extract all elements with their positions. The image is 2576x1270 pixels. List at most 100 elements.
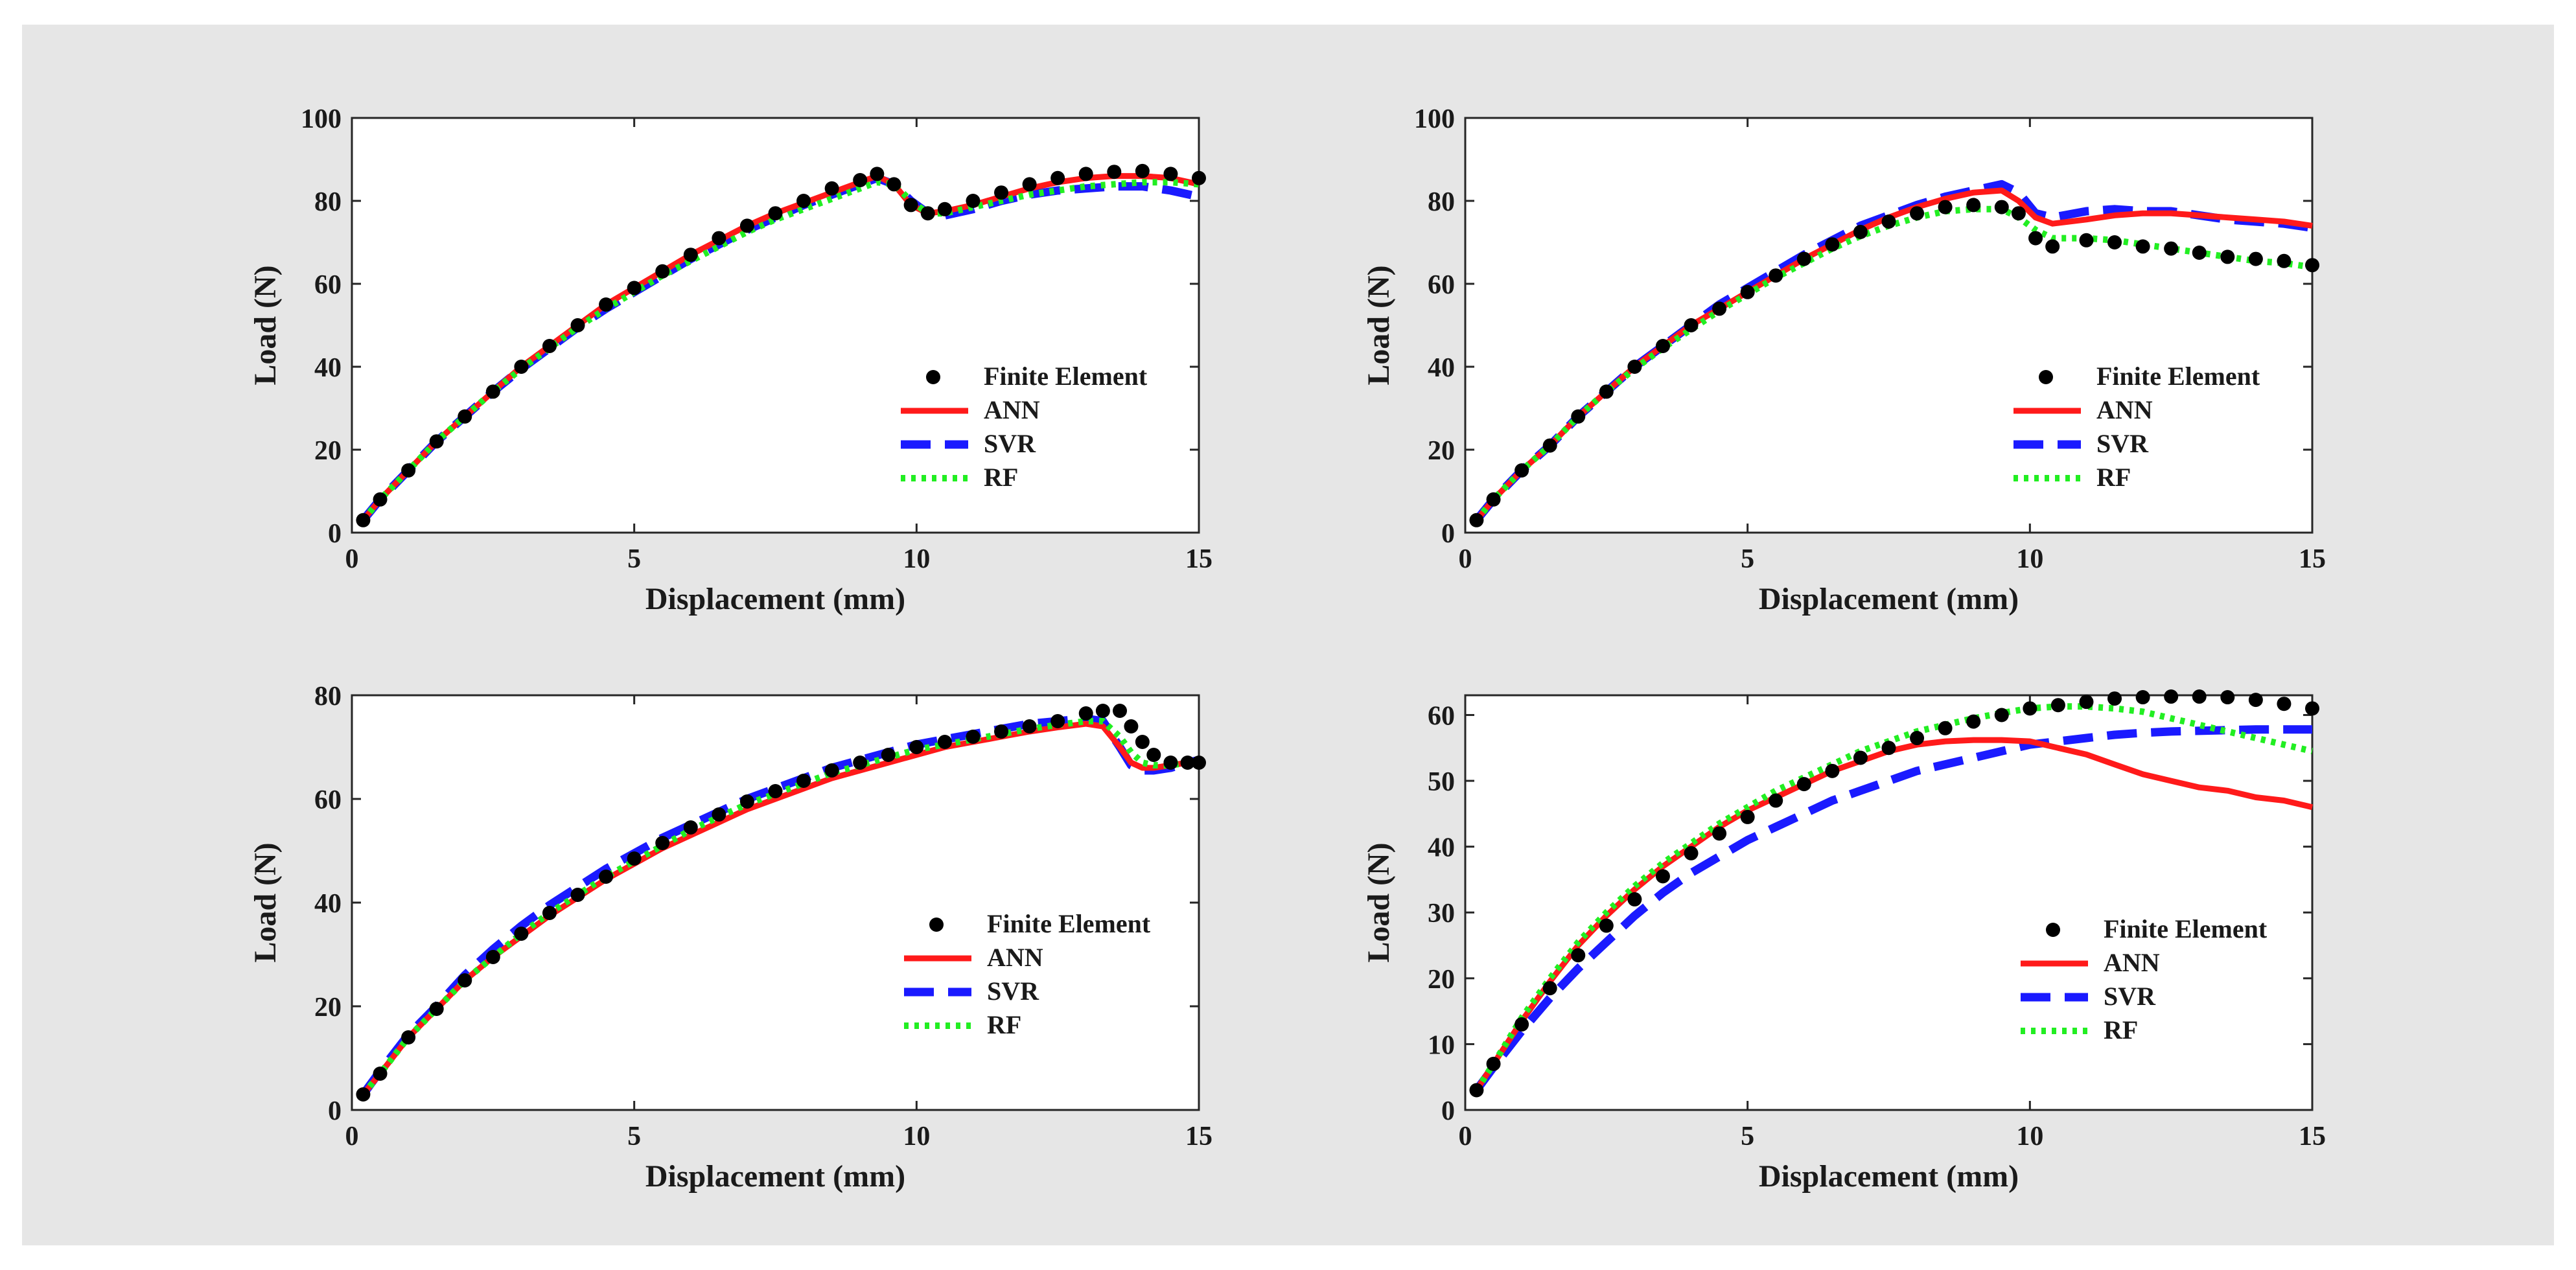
fe-data-point: [739, 218, 754, 233]
fe-data-point: [2277, 697, 2292, 711]
fe-data-point: [1022, 719, 1037, 733]
legend-marker-finite-element: [929, 918, 944, 932]
fe-data-point: [2079, 695, 2094, 710]
x-tick-label: 15: [2299, 544, 2326, 574]
fe-data-point: [627, 281, 642, 295]
fe-data-point: [994, 185, 1009, 200]
fe-data-point: [599, 870, 614, 884]
x-tick-label: 15: [1185, 544, 1213, 574]
y-tick-label: 40: [1428, 353, 1455, 383]
fe-data-point: [2135, 239, 2150, 254]
plot-area: [1464, 694, 2314, 1111]
fe-data-point: [1542, 438, 1557, 453]
fe-data-point: [1769, 268, 1783, 283]
fe-data-point: [2220, 249, 2235, 264]
fe-data-point: [2011, 206, 2026, 221]
y-tick-label: 10: [1428, 1030, 1455, 1060]
fe-data-point: [1571, 948, 1586, 963]
fe-data-point: [514, 360, 529, 374]
y-tick-label: 60: [314, 270, 342, 300]
y-tick-label: 20: [314, 993, 342, 1022]
fe-data-point: [2107, 235, 2122, 249]
fe-data-point: [853, 173, 868, 187]
x-tick-label: 5: [1741, 1122, 1754, 1151]
fe-data-point: [1180, 756, 1195, 770]
y-tick-label: 0: [328, 519, 342, 549]
fe-data-point: [966, 730, 981, 744]
fe-data-point: [1655, 339, 1670, 353]
fe-data-point: [542, 339, 557, 353]
legend-label: SVR: [987, 976, 1039, 1006]
fe-data-point: [1796, 251, 1811, 266]
fe-data-point: [1050, 714, 1065, 728]
fe-data-point: [373, 1067, 388, 1081]
fe-data-point: [1135, 735, 1150, 749]
fe-data-point: [683, 820, 698, 835]
chart-panel-4: 0 5 10 15 0 10 20 30 40 50 60 Displacement (mm) Load…: [1362, 689, 2326, 1194]
fe-data-point: [1192, 756, 1206, 770]
fe-data-point: [458, 409, 472, 424]
fe-data-point: [1994, 200, 2009, 214]
fe-data-point: [1825, 763, 1840, 778]
y-axis-label: Load (N): [248, 842, 283, 962]
series-line-ann: [360, 721, 1200, 1096]
fe-data-point: [1192, 170, 1206, 185]
y-tick-label: 40: [314, 889, 342, 919]
fe-data-point: [542, 906, 557, 920]
y-tick-label: 20: [1428, 436, 1455, 466]
fe-data-point: [920, 206, 935, 221]
x-tick-label: 10: [2016, 1122, 2043, 1151]
x-axis-label: Displacement (mm): [645, 1159, 905, 1194]
fe-data-point: [1966, 198, 1981, 213]
fe-data-point: [1078, 706, 1093, 721]
fe-data-point: [1163, 167, 1178, 181]
fe-data-point: [1163, 756, 1178, 770]
x-tick-label: 5: [627, 544, 641, 574]
fe-data-point: [2050, 698, 2065, 713]
x-tick-label: 0: [345, 1122, 359, 1151]
fe-data-point: [1078, 167, 1093, 181]
fe-data-point: [356, 513, 371, 527]
fe-data-point: [1514, 463, 1529, 478]
y-tick-label: 20: [1428, 965, 1455, 995]
fe-data-point: [1938, 721, 1953, 735]
fe-data-point: [1146, 748, 1161, 762]
y-tick-label: 40: [314, 353, 342, 383]
fe-data-point: [739, 794, 754, 809]
legend-label: ANN: [987, 943, 1043, 972]
fe-data-point: [429, 1002, 444, 1016]
fe-data-point: [1486, 1056, 1501, 1071]
x-tick-label: 0: [1459, 544, 1472, 574]
fe-data-point: [401, 463, 416, 478]
fe-data-point: [2220, 690, 2235, 705]
fe-data-point: [768, 206, 783, 221]
fe-data-point: [1684, 846, 1699, 860]
legend-label: Finite Element: [984, 362, 1148, 391]
legend-label: RF: [984, 463, 1018, 492]
fe-data-point: [1853, 750, 1868, 765]
fe-data-point: [824, 181, 839, 196]
fe-data-point: [1627, 360, 1642, 374]
y-tick-label: 20: [314, 436, 342, 466]
legend-marker-finite-element: [2039, 370, 2053, 384]
fe-data-point: [2305, 258, 2319, 273]
fe-data-point: [2192, 689, 2207, 704]
y-tick-label: 100: [301, 104, 342, 134]
fe-data-point: [2277, 253, 2292, 268]
chart-panel-1: 0 5 10 15 0 20 40 60 80 100 Displacement (mm) Load …: [248, 104, 1213, 616]
fe-data-point: [2107, 691, 2122, 706]
y-axis-label: Load (N): [248, 265, 283, 385]
fe-data-point: [1796, 777, 1811, 792]
y-tick-label: 0: [328, 1096, 342, 1126]
fe-data-point: [1910, 731, 1925, 746]
fe-data-point: [1994, 708, 2009, 722]
y-tick-label: 40: [1428, 833, 1455, 863]
fe-data-point: [1050, 170, 1065, 185]
fe-data-point: [1740, 809, 1755, 824]
fe-data-point: [1910, 206, 1925, 221]
fe-data-point: [356, 1087, 371, 1102]
fe-data-point: [1599, 918, 1614, 933]
x-tick-label: 10: [903, 1122, 930, 1151]
fe-data-point: [796, 194, 811, 208]
